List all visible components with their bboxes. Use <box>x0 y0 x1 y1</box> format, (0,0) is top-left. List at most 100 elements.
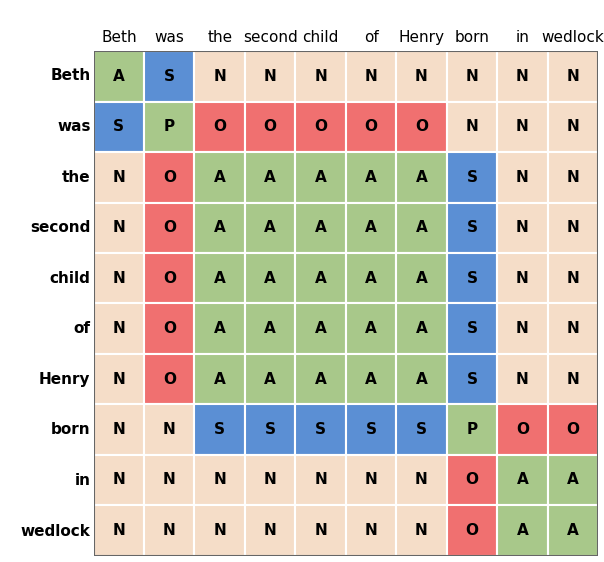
Text: N: N <box>516 220 528 235</box>
Bar <box>497 253 548 303</box>
Bar <box>396 203 447 253</box>
Bar <box>94 51 144 102</box>
Bar <box>94 505 144 556</box>
Text: S: S <box>466 321 477 336</box>
Text: N: N <box>466 69 478 84</box>
Bar <box>295 51 345 102</box>
Bar <box>447 303 497 354</box>
Text: N: N <box>163 422 176 437</box>
Bar <box>447 404 497 455</box>
Bar <box>144 404 194 455</box>
Text: in: in <box>515 30 529 45</box>
Bar <box>144 505 194 556</box>
Bar <box>245 303 295 354</box>
Bar <box>295 354 345 404</box>
Bar <box>144 455 194 505</box>
Text: N: N <box>314 473 327 487</box>
Text: the: the <box>62 170 91 184</box>
Bar <box>396 51 447 102</box>
Bar <box>497 404 548 455</box>
Text: A: A <box>315 371 326 387</box>
Text: A: A <box>416 321 427 336</box>
Text: N: N <box>365 69 378 84</box>
Bar <box>194 102 245 152</box>
Bar <box>94 152 144 203</box>
Bar <box>548 152 598 203</box>
Text: N: N <box>112 321 125 336</box>
Bar <box>396 253 447 303</box>
Text: A: A <box>365 220 377 235</box>
Text: A: A <box>365 321 377 336</box>
Text: N: N <box>112 170 125 185</box>
Bar <box>245 354 295 404</box>
Bar <box>447 203 497 253</box>
Text: O: O <box>364 120 378 134</box>
Bar <box>396 455 447 505</box>
Text: N: N <box>567 271 579 285</box>
Text: N: N <box>365 473 378 487</box>
Bar <box>245 51 295 102</box>
Text: Beth: Beth <box>101 30 137 45</box>
Text: S: S <box>416 422 427 437</box>
Text: N: N <box>567 69 579 84</box>
Text: N: N <box>314 523 327 538</box>
Text: N: N <box>415 69 428 84</box>
Text: N: N <box>567 321 579 336</box>
Text: Henry: Henry <box>399 30 445 45</box>
Text: S: S <box>466 220 477 235</box>
Bar <box>345 455 396 505</box>
Text: N: N <box>264 69 277 84</box>
Bar <box>497 102 548 152</box>
Bar <box>144 152 194 203</box>
Bar <box>345 404 396 455</box>
Bar <box>497 152 548 203</box>
Bar <box>94 455 144 505</box>
Text: O: O <box>162 170 176 185</box>
Text: N: N <box>112 422 125 437</box>
Bar <box>194 203 245 253</box>
Text: N: N <box>213 69 226 84</box>
Text: of: of <box>74 321 91 336</box>
Bar <box>94 354 144 404</box>
Bar <box>295 404 345 455</box>
Text: S: S <box>164 69 175 84</box>
Bar <box>245 102 295 152</box>
Text: A: A <box>265 321 276 336</box>
Text: S: S <box>466 170 477 185</box>
Text: N: N <box>516 271 528 285</box>
Text: S: S <box>265 422 275 437</box>
Text: born: born <box>454 30 489 45</box>
Text: A: A <box>416 220 427 235</box>
Text: S: S <box>466 271 477 285</box>
Text: A: A <box>516 473 528 487</box>
Text: second: second <box>30 220 91 235</box>
Text: S: S <box>365 422 376 437</box>
Text: in: in <box>75 473 91 488</box>
Text: O: O <box>314 120 327 134</box>
Bar <box>295 303 345 354</box>
Text: O: O <box>465 473 478 487</box>
Text: N: N <box>365 523 378 538</box>
Bar <box>245 253 295 303</box>
Bar <box>94 203 144 253</box>
Text: N: N <box>415 523 428 538</box>
Bar <box>345 203 396 253</box>
Text: A: A <box>214 170 225 185</box>
Text: wedlock: wedlock <box>541 30 604 45</box>
Text: N: N <box>112 473 125 487</box>
Text: A: A <box>214 271 225 285</box>
Bar <box>396 303 447 354</box>
Text: A: A <box>315 170 326 185</box>
Text: A: A <box>214 321 225 336</box>
Text: N: N <box>567 170 579 185</box>
Text: A: A <box>214 220 225 235</box>
Bar <box>245 152 295 203</box>
Text: N: N <box>112 271 125 285</box>
Text: N: N <box>112 220 125 235</box>
Bar <box>194 505 245 556</box>
Text: S: S <box>214 422 225 437</box>
Text: A: A <box>416 271 427 285</box>
Text: A: A <box>265 220 276 235</box>
Bar <box>295 152 345 203</box>
Text: N: N <box>516 321 528 336</box>
